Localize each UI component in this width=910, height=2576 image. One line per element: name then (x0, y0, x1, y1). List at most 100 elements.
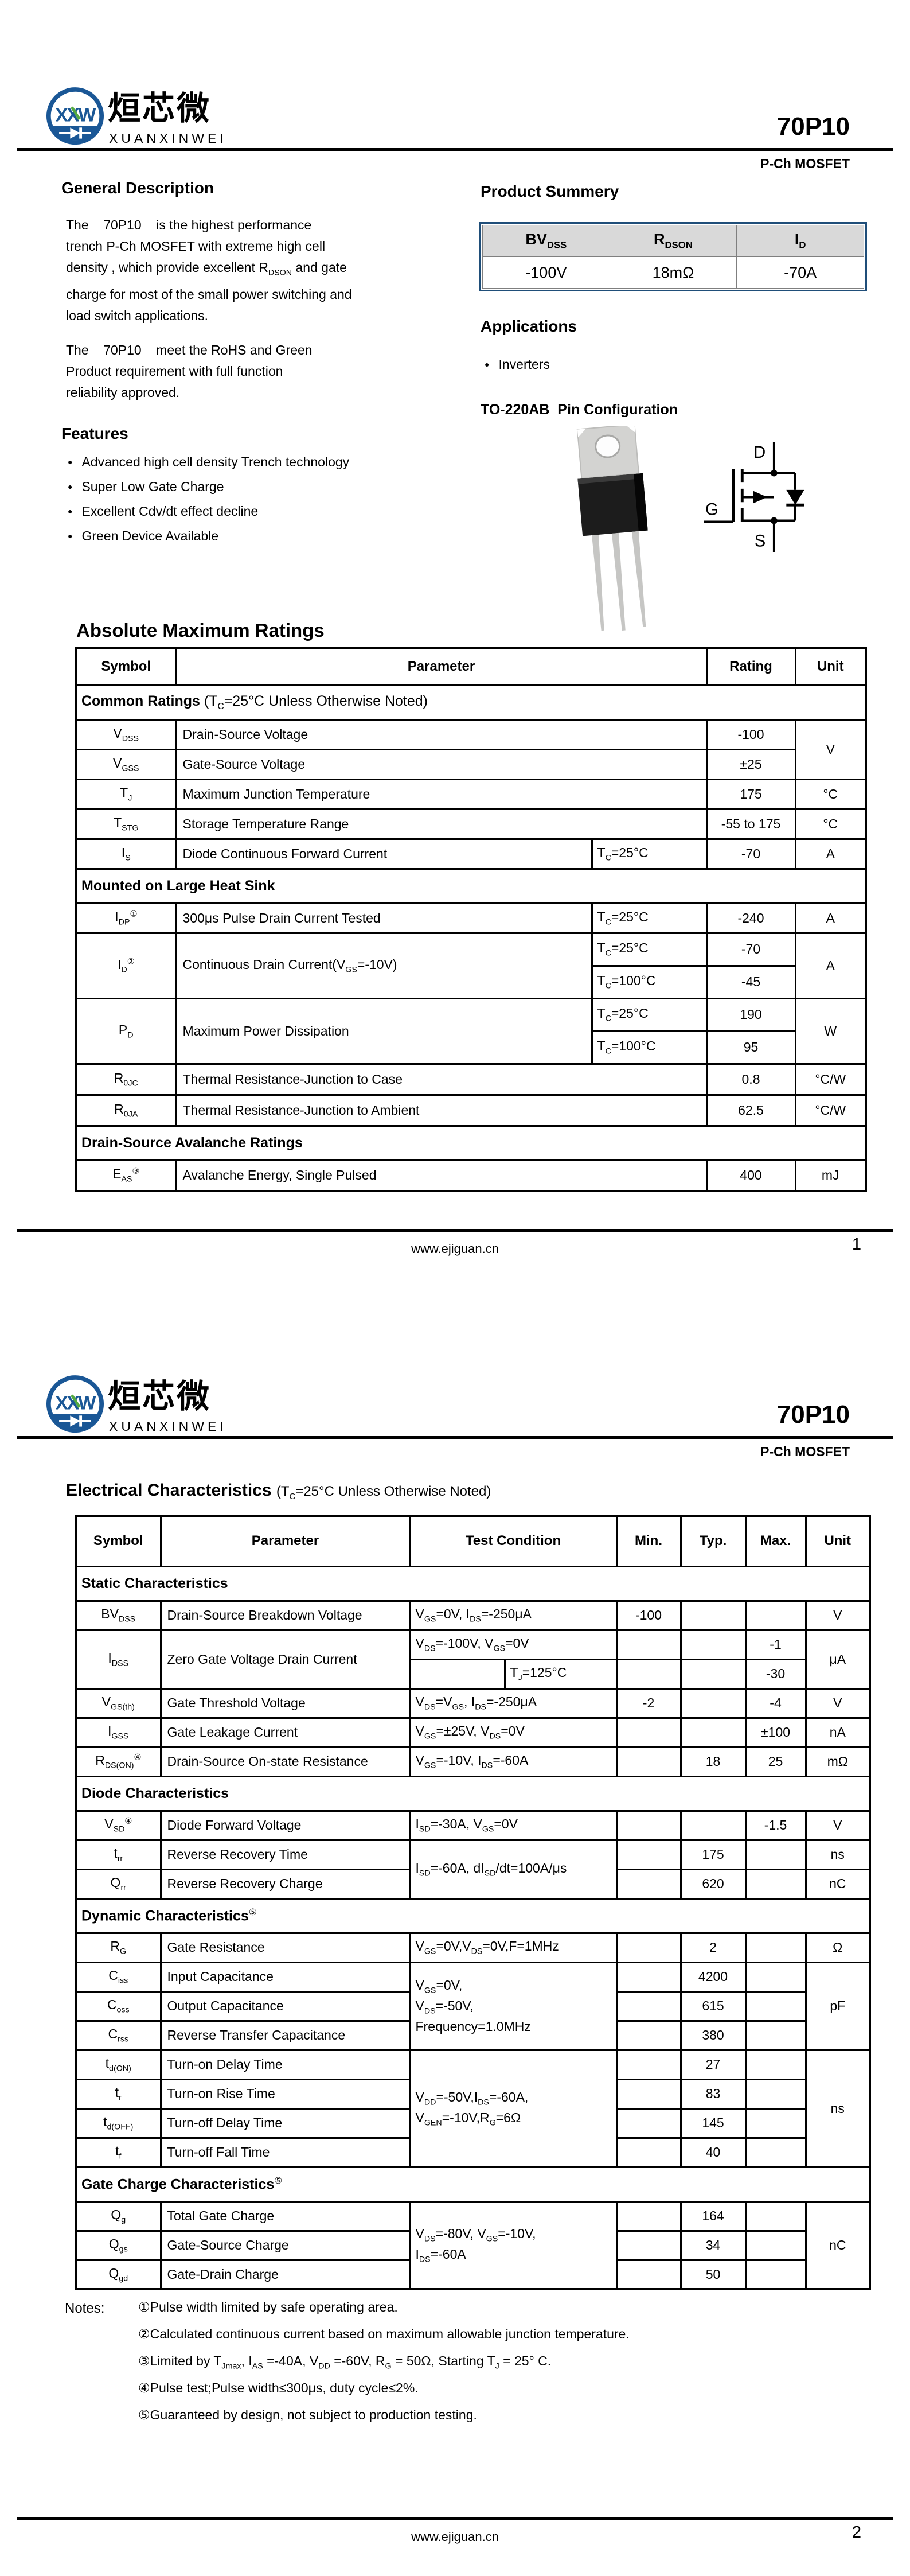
min-cell (615, 1658, 682, 1690)
symbol-cell: EAS③ (75, 1159, 177, 1192)
symbol-cell: VGS(th) (75, 1687, 162, 1719)
parameter-cell: Output Capacitance (159, 1990, 411, 2022)
condition-cell: TC=25°C (591, 997, 708, 1032)
symbol-cell: TSTG (75, 808, 177, 840)
typ-cell: 40 (679, 2137, 747, 2168)
parameter-cell: Zero Gate Voltage Drain Current (159, 1629, 411, 1690)
summary-id-value: -70A (736, 256, 864, 289)
section-row-common-ratings: Common Ratings (TC=25°C Unless Otherwise… (75, 684, 867, 721)
header-unit: Unit (804, 1515, 871, 1567)
symbol-cell: Qgs (75, 2229, 162, 2261)
symbol-cell: VSD④ (75, 1810, 162, 1841)
min-cell (615, 2049, 682, 2080)
parameter-cell: Thermal Resistance-Junction to Ambient (175, 1094, 708, 1127)
parameter-cell: Gate Threshold Voltage (159, 1687, 411, 1719)
table-row: PD Maximum Power Dissipation TC=25°C 190… (75, 997, 867, 1065)
max-cell: -1 (744, 1629, 807, 1660)
unit-cell: nA (804, 1717, 871, 1748)
absolute-maximum-ratings-table: Symbol Parameter Rating Unit Common Rati… (75, 647, 868, 1192)
condition-cell (409, 1658, 506, 1690)
condition-cell: VGS=0V,VDS=0V,F=1MHz (409, 1932, 618, 1963)
table-row: Qg Total Gate Charge VDS=-80V, VGS=-10V,… (75, 2200, 871, 2290)
max-cell (744, 2137, 807, 2168)
section-row-dynamic: Dynamic Characteristics⑤ (75, 1897, 871, 1934)
title-text: Electrical Characteristics (66, 1481, 272, 1500)
min-cell (615, 1717, 682, 1748)
unit-cell: ns (804, 2049, 871, 2168)
source-label: S (755, 532, 766, 550)
table-row: trr Reverse Recovery Time ISD=-60A, dISD… (75, 1839, 871, 1900)
general-description-paragraph-1: The 70P10 is the highest performance tren… (66, 217, 352, 323)
typ-cell (679, 1600, 747, 1631)
table-row: IS Diode Continuous Forward Current TC=2… (75, 838, 867, 870)
parameter-cell: Avalanche Energy, Single Pulsed (175, 1159, 708, 1192)
unit-cell: Ω (804, 1932, 871, 1963)
min-cell (615, 1629, 682, 1660)
parameter-cell: Turn-on Delay Time (159, 2049, 411, 2080)
typ-cell: 164 (679, 2200, 747, 2232)
parameter-cell: Turn-on Rise Time (159, 2078, 411, 2110)
symbol-cell: Qrr (75, 1868, 162, 1900)
gate-label: G (705, 501, 718, 519)
table-row: Coss Output Capacitance 615 (75, 1990, 870, 2022)
general-description-title: General Description (61, 179, 214, 197)
condition-cell: VGS=-10V, IDS=-60A (409, 1746, 618, 1777)
parameter-cell: Reverse Recovery Time (159, 1839, 411, 1870)
symbol-cell: RθJC (75, 1063, 177, 1096)
section-label: Gate Charge Characteristics⑤ (75, 2166, 871, 2203)
min-cell (615, 1961, 682, 1993)
min-cell (615, 1746, 682, 1777)
table-row: TC=100°C -45 (76, 964, 866, 999)
table-row: IDP① 300μs Pulse Drain Current Tested TC… (75, 902, 867, 934)
product-summary-title: Product Summery (481, 182, 619, 200)
title-condition: (TC=25°C Unless Otherwise Noted) (276, 1484, 491, 1501)
parameter-cell: Drain-Source Breakdown Voltage (159, 1600, 411, 1631)
typ-cell: 34 (679, 2229, 747, 2261)
unit-cell: °C/W (794, 1063, 867, 1096)
rating-cell: -45 (705, 964, 796, 999)
min-cell: -100 (615, 1600, 682, 1631)
typ-cell (679, 1629, 747, 1660)
footer-rule (17, 1229, 893, 1232)
symbol-cell: trr (75, 1839, 162, 1870)
min-cell (615, 2229, 682, 2261)
footer-rule (17, 2517, 893, 2520)
part-number: 70P10 (776, 112, 850, 141)
condition-cell: TC=100°C (591, 1030, 708, 1065)
notes-section: Notes: ①Pulse width limited by safe oper… (65, 2299, 856, 2434)
unit-cell: mΩ (804, 1746, 871, 1777)
unit-cell: ns (804, 1839, 871, 1870)
max-cell (744, 2200, 807, 2232)
parameter-cell: Maximum Power Dissipation (175, 997, 593, 1065)
symbol-cell: tf (75, 2137, 162, 2168)
note-item: ②Calculated continuous current based on … (138, 2326, 630, 2341)
product-summary-table: BVDSS RDSON ID -100V 18mΩ -70A (479, 222, 867, 291)
typ-cell: 18 (679, 1746, 747, 1777)
company-logo-icon: XXW (46, 87, 104, 145)
max-cell (744, 2019, 807, 2051)
section-label: Dynamic Characteristics⑤ (75, 1897, 871, 1934)
symbol-cell: tr (75, 2078, 162, 2110)
brand-name-chinese: 烜芯微 (108, 90, 211, 127)
symbol-cell: IGSS (75, 1717, 162, 1748)
table-row: td(ON) Turn-on Delay Time VDD=-50V,IDS=-… (75, 2049, 871, 2168)
unit-cell: nC (804, 1868, 871, 1900)
bullet-icon: ● (68, 482, 73, 491)
table-row: VSD④ Diode Forward Voltage ISD=-30A, VGS… (75, 1810, 871, 1841)
parameter-cell: Gate-Source Voltage (175, 748, 708, 780)
feature-item: ● Excellent Cdv/dt effect decline (68, 504, 349, 528)
symbol-cell: Qgd (75, 2259, 162, 2290)
header-unit: Unit (794, 647, 867, 686)
rating-cell: -240 (705, 902, 796, 934)
rating-cell: 190 (705, 997, 796, 1032)
min-cell (615, 1932, 682, 1963)
feature-item: ● Advanced high cell density Trench techn… (68, 454, 349, 479)
max-cell (744, 1839, 807, 1870)
bullet-icon: ● (485, 360, 490, 369)
section-row-diode: Diode Characteristics (75, 1775, 871, 1812)
electrical-characteristics-title: Electrical Characteristics (TC=25°C Unle… (66, 1481, 491, 1501)
brand-name-english: XUANXINWEI (109, 131, 227, 146)
table-row: RθJC Thermal Resistance-Junction to Case… (75, 1063, 867, 1096)
feature-item: ● Super Low Gate Charge (68, 479, 349, 504)
typ-cell: 50 (679, 2259, 747, 2290)
